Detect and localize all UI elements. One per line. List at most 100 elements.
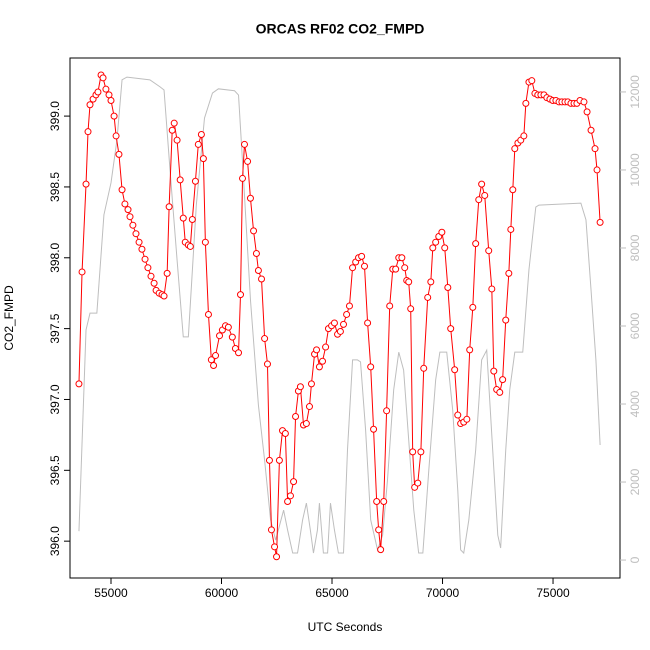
data-point [380, 497, 388, 505]
y2-tick-label: 12000 [628, 75, 642, 109]
data-point [349, 264, 357, 272]
data-point [398, 254, 406, 262]
x-tick-label: 55000 [94, 586, 128, 600]
data-point [150, 279, 158, 287]
data-point [271, 543, 279, 551]
x-tick-label: 70000 [426, 586, 460, 600]
data-point [118, 186, 126, 194]
x-tick-label: 65000 [315, 586, 349, 600]
data-point [447, 325, 455, 333]
data-point [454, 411, 462, 419]
data-point [107, 97, 115, 105]
data-point [407, 305, 415, 313]
data-point [204, 310, 212, 318]
data-point [267, 526, 275, 534]
x-tick-label: 60000 [205, 586, 239, 600]
data-point [102, 85, 110, 93]
data-point [275, 456, 283, 464]
data-point [593, 166, 601, 174]
x-axis-label: UTC Seconds [308, 620, 383, 634]
series-line [78, 76, 601, 555]
y2-tick-label: 2000 [628, 468, 642, 495]
data-point [99, 74, 107, 82]
data-point [596, 218, 604, 226]
data-point [358, 252, 366, 260]
data-point [444, 284, 452, 292]
data-point [386, 302, 394, 310]
data-point [472, 240, 480, 248]
data-point [315, 363, 323, 371]
data-point [485, 247, 493, 255]
data-point [401, 264, 409, 272]
data-point [84, 128, 92, 136]
data-point [165, 203, 173, 211]
data-point [210, 361, 218, 369]
data-point [490, 367, 498, 375]
y-axis-label: CO2_FMPD [2, 285, 16, 351]
data-point [265, 456, 273, 464]
data-point [254, 267, 262, 275]
data-point [138, 245, 146, 253]
data-point [509, 186, 517, 194]
data-point [488, 285, 496, 293]
data-point [129, 221, 137, 229]
data-point [78, 268, 86, 276]
data-point [432, 238, 440, 246]
data-point [414, 479, 422, 487]
data-point [364, 319, 372, 327]
data-point [409, 448, 417, 456]
data-point [367, 363, 375, 371]
data-point [463, 415, 471, 423]
y-tick-label: 397.5 [48, 313, 62, 343]
data-point [451, 366, 459, 374]
data-point [201, 238, 209, 246]
y-tick-label: 396.5 [48, 455, 62, 485]
data-point [322, 343, 330, 351]
data-point [313, 346, 321, 354]
data-point [522, 99, 530, 107]
data-point [144, 264, 152, 272]
y-tick-label: 397.0 [48, 384, 62, 414]
data-point [478, 180, 486, 188]
data-point [587, 126, 595, 134]
data-point [361, 262, 369, 270]
data-point [583, 108, 591, 116]
data-point [188, 216, 196, 224]
data-point [216, 332, 224, 340]
data-point [173, 136, 181, 144]
data-point [296, 383, 304, 391]
data-point [502, 316, 510, 324]
data-point [228, 333, 236, 341]
x-tick-label: 75000 [536, 586, 570, 600]
data-point [199, 155, 207, 163]
data-point [176, 176, 184, 184]
data-point [237, 291, 245, 299]
data-point [305, 403, 313, 411]
data-point [499, 376, 507, 384]
data-point [370, 425, 378, 433]
data-point [475, 196, 483, 204]
data-point [438, 228, 446, 236]
data-point [420, 364, 428, 372]
y-tick-label: 398.0 [48, 242, 62, 272]
data-point [110, 112, 118, 120]
plot-frame [69, 57, 621, 579]
data-point [307, 380, 315, 388]
data-point [86, 101, 94, 109]
data-point [580, 98, 588, 106]
data-point [417, 448, 425, 456]
data-point [340, 320, 348, 328]
data-point [330, 319, 338, 327]
data-point [135, 238, 143, 246]
data-point [168, 126, 176, 134]
data-point [194, 140, 202, 148]
data-point [239, 174, 247, 182]
data-point [197, 131, 205, 139]
data-point [319, 357, 327, 365]
data-point [591, 145, 599, 153]
data-point [511, 145, 519, 153]
data-point [520, 132, 528, 140]
data-point [244, 157, 252, 165]
data-point [163, 269, 171, 277]
chart-title: ORCAS RF02 CO2_FMPD [256, 21, 425, 37]
